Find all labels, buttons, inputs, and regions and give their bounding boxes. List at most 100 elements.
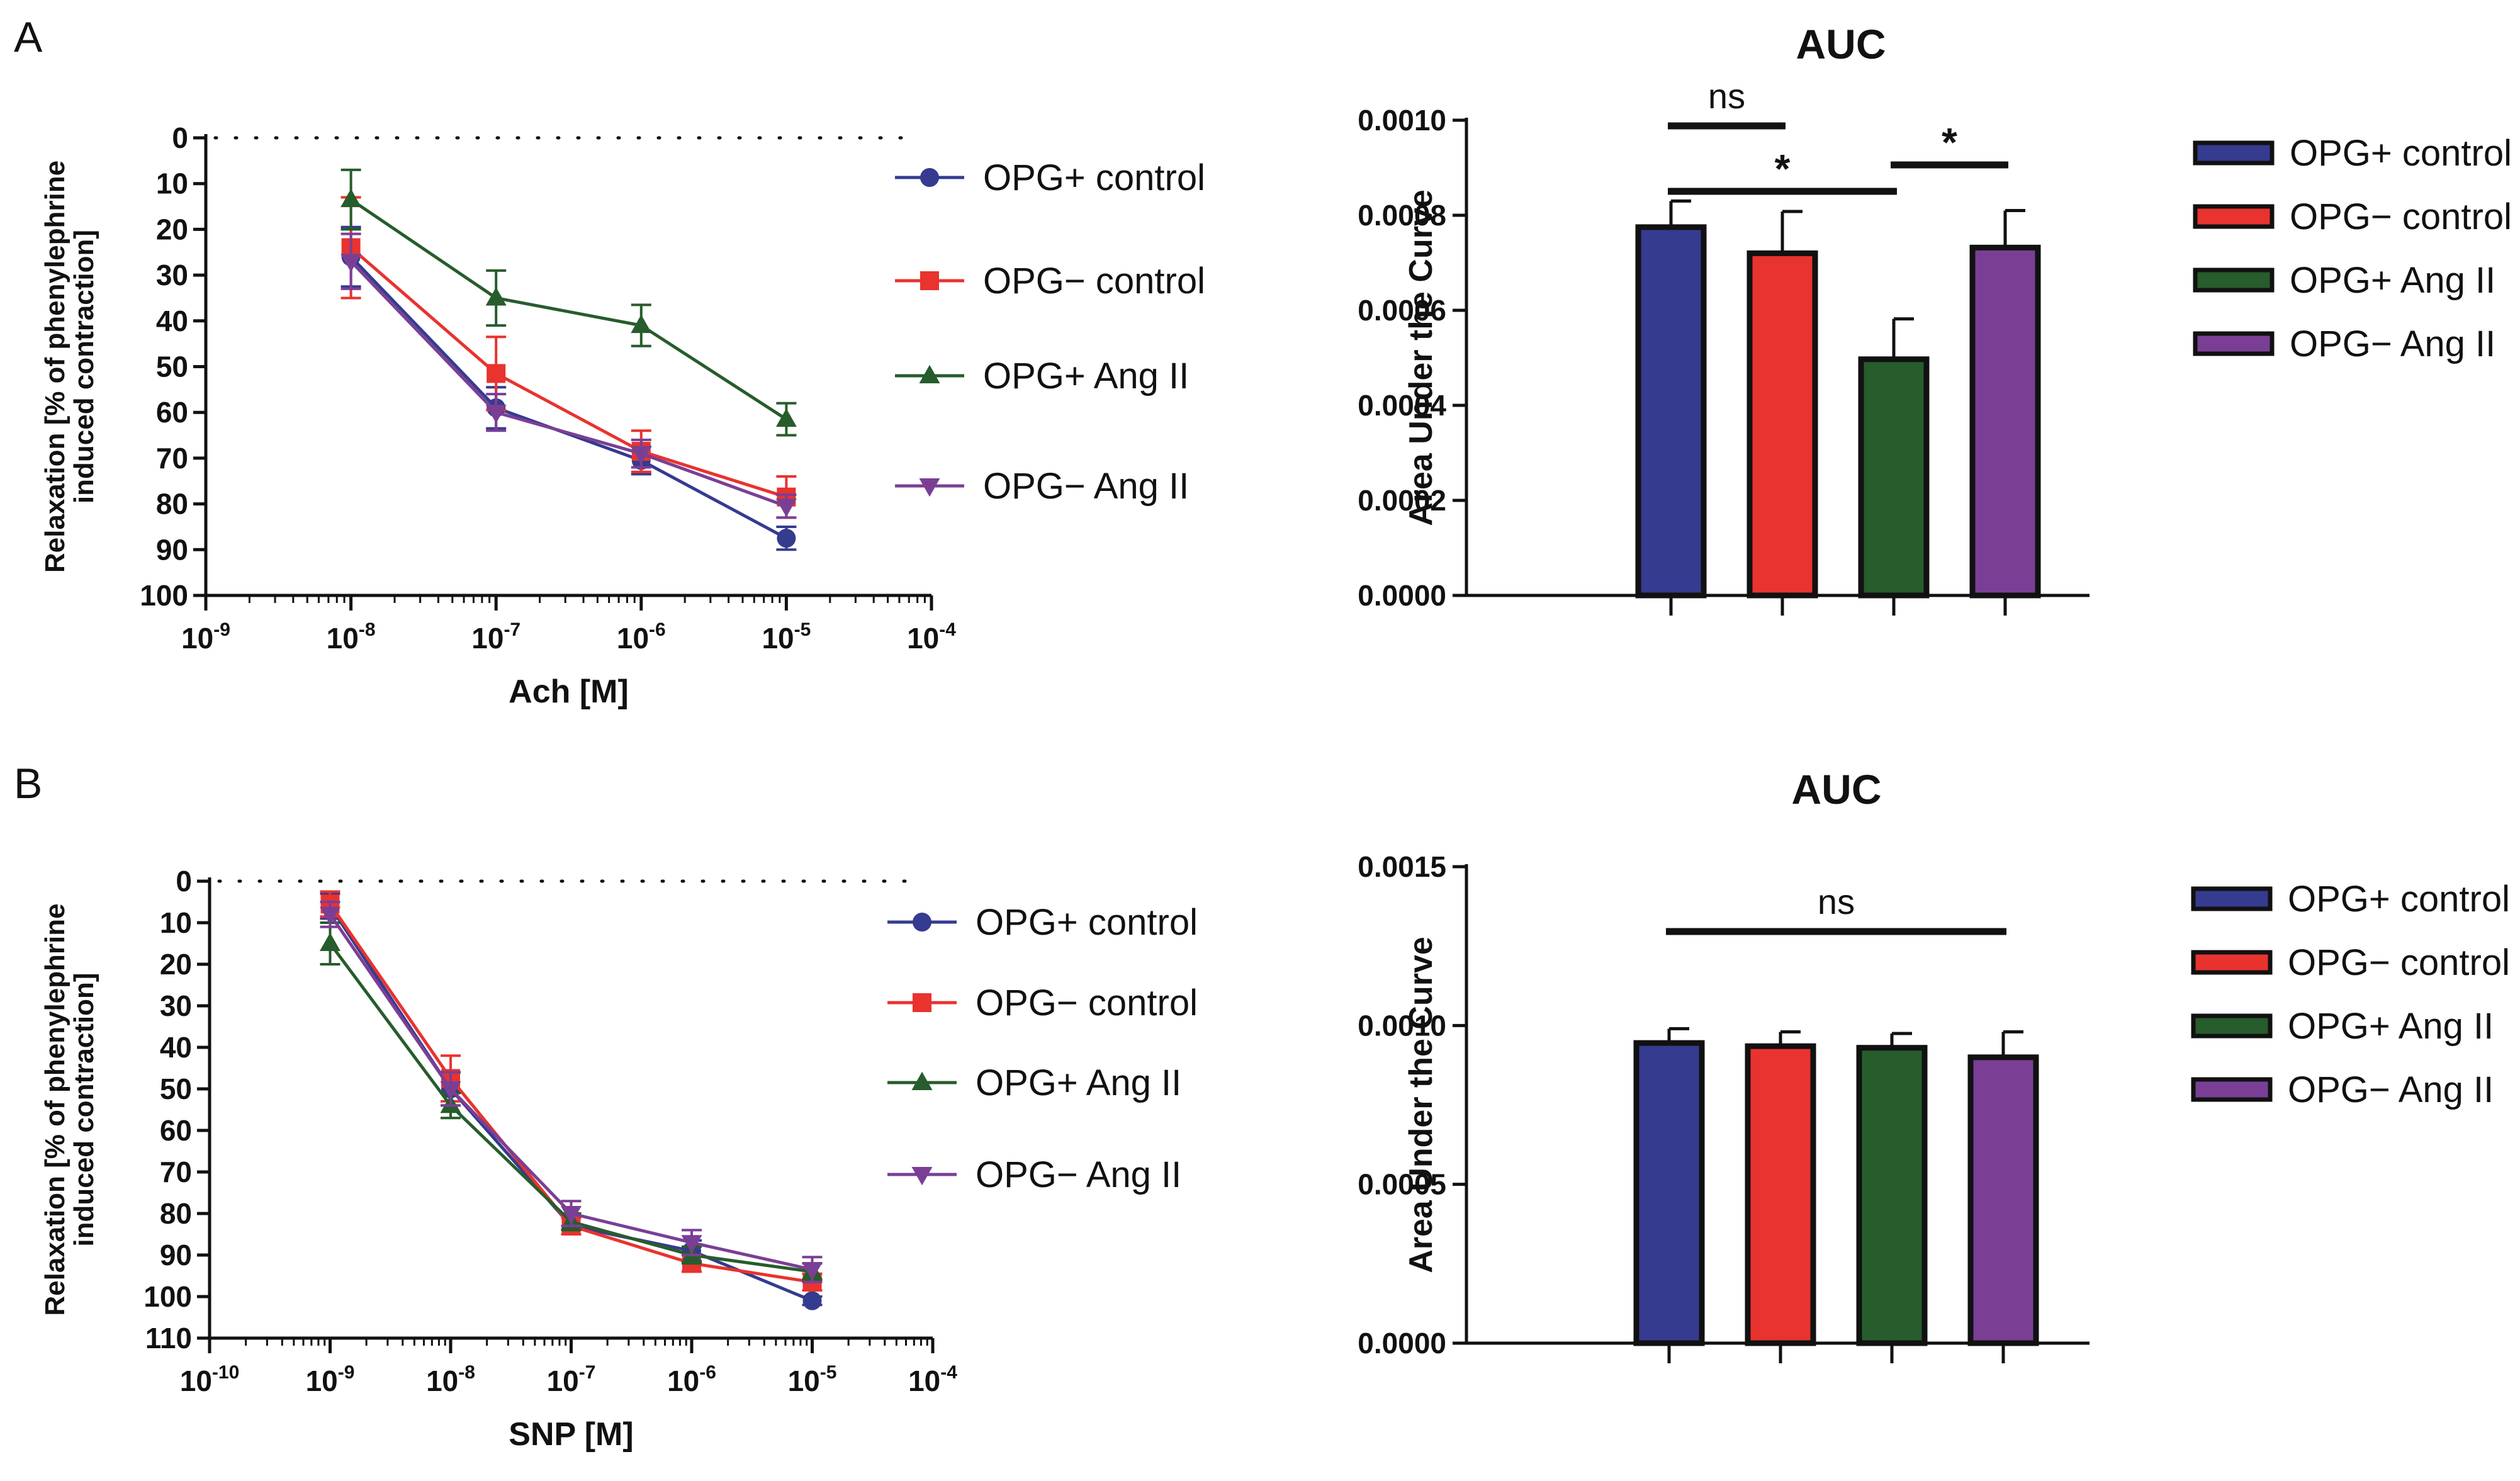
bar-opg-ang-ii [1967,1054,2039,1346]
y-tick-label: 0 [172,121,188,154]
data-point [440,1081,461,1100]
y-axis-title: Relaxation [% of phenylephrineinduced co… [40,160,99,573]
significance-label: * [1942,120,1957,165]
series-line [349,246,787,499]
legend-item-opg-control: OPG− control [2193,196,2512,237]
y-tick-label: 40 [156,305,188,337]
legend-marker [919,364,940,383]
y-tick-label: 0.0015 [1358,850,1446,883]
legend-swatch [2191,1013,2273,1039]
series-line [349,260,787,508]
y-tick-label: 70 [156,442,188,475]
y-tick-label: 70 [160,1156,192,1188]
y-tick-label: 20 [156,213,188,245]
series-opg-control [340,225,797,551]
y-tick-label: 0.0006 [1358,294,1446,327]
legend-item-opg-ang-ii: OPG+ Ang II [2193,260,2495,301]
legend-marker [919,478,940,497]
x-tick-label: 10-4 [907,619,956,655]
legend-label: OPG+ control [976,902,1198,943]
bar-opg-ang-ii [1856,1045,1928,1346]
x-tick-label: 10-8 [426,1362,475,1397]
legend-swatch [2191,886,2273,911]
y-tick-label: 0.0005 [1358,1168,1446,1201]
x-tick-label: 10-4 [908,1362,957,1397]
bar-opg-control [1745,1043,1816,1346]
data-point [340,254,362,273]
y-tick-label: 90 [160,1239,192,1271]
significance-label: ns [1818,882,1855,921]
legend-marker [913,913,931,932]
bar-opg-control [1635,224,1707,599]
legend-swatch [2193,204,2275,229]
y-tick-label: 110 [145,1322,192,1354]
data-point [775,408,797,427]
bar-opg-ang-ii [1969,244,2041,599]
legend-marker [920,271,939,290]
legend-item-opg-ang-ii: OPG+ Ang II [887,1062,1181,1103]
legend-label: OPG+ control [2288,879,2510,920]
x-tick-label: 10-7 [547,1362,596,1397]
chart-b-auc-bars: AUC 0.0000 0.0005 0.0010 0.0015 Area Under th… [1358,766,2510,1363]
x-tick-label: 10-8 [327,619,376,655]
legend-item-opg-control: OPG+ control [2193,133,2512,174]
legend-marker [911,1071,933,1090]
bar-opg-ang-ii [1858,356,1930,599]
significance-label: ns [1708,76,1745,116]
legend-label: OPG− control [2288,942,2510,983]
legend-marker [911,1167,933,1186]
legend-marker [913,993,931,1012]
panel-label-a: A [14,13,43,61]
series-opg-control [340,196,797,519]
y-tick-label: 80 [156,488,188,521]
chart-a-dose-response: 0 10 20 30 40 50 60 70 80 90 100 10-9 10-8 10-7 10-6 10… [40,121,1205,710]
y-tick-label: 100 [143,1280,192,1313]
legend-item-opg-control: OPG− control [895,261,1205,301]
legend-item-opg-ang-ii: OPG− Ang II [2193,324,2495,364]
y-tick-label: 0 [176,865,192,898]
bar-opg-control [1747,250,1818,599]
data-point [802,1262,823,1281]
legend-label: OPG− Ang II [2288,1069,2494,1110]
series-line [349,256,787,540]
data-point [487,364,506,383]
legend-label: OPG+ Ang II [2288,1006,2494,1047]
y-tick-label: 30 [156,259,188,291]
y-tick-label: 10 [156,167,188,200]
y-axis-title: Relaxation [% of phenylephrineinduced co… [40,903,99,1315]
data-point [485,405,507,424]
data-point [485,287,507,306]
x-tick-label: 10-10 [180,1362,240,1397]
bar-opg-control [1633,1040,1705,1346]
y-tick-label: 0.0000 [1358,1327,1446,1360]
y-axis-title: Area Under the Curve [1403,189,1439,526]
legend-item-opg-control: OPG+ control [887,902,1198,943]
legend-label: OPG+ Ang II [983,356,1189,397]
y-tick-label: 30 [160,989,192,1022]
y-tick-label: 0.0004 [1358,389,1446,422]
x-axis-title: SNP [M] [509,1416,633,1453]
legend-marker [920,168,939,187]
data-point [681,1235,702,1254]
data-point [320,932,340,951]
legend-swatch [2193,331,2275,356]
legend-item-opg-control: OPG− control [2191,942,2510,983]
y-tick-label: 80 [160,1197,192,1230]
x-tick-label: 10-7 [471,619,520,655]
legend-swatch [2191,950,2273,975]
y-tick-label: 0.0000 [1358,579,1446,612]
chart-b-dose-response: 0 10 20 30 40 50 60 70 80 90 100 110 10-10 10-9 10-8 10… [40,865,1198,1453]
y-tick-label: 40 [160,1031,192,1064]
x-tick-label: 10-9 [181,619,230,655]
y-tick-label: 50 [156,351,188,383]
y-tick-label: 90 [156,533,188,566]
series-line [350,198,787,421]
chart-title: AUC [1792,766,1882,813]
significance-label: * [1775,146,1791,191]
legend-swatch [2193,267,2275,293]
legend-item-opg-ang-ii: OPG− Ang II [887,1154,1181,1195]
data-point [631,446,652,465]
legend-swatch [2193,140,2275,166]
x-tick-label: 10-9 [306,1362,355,1397]
